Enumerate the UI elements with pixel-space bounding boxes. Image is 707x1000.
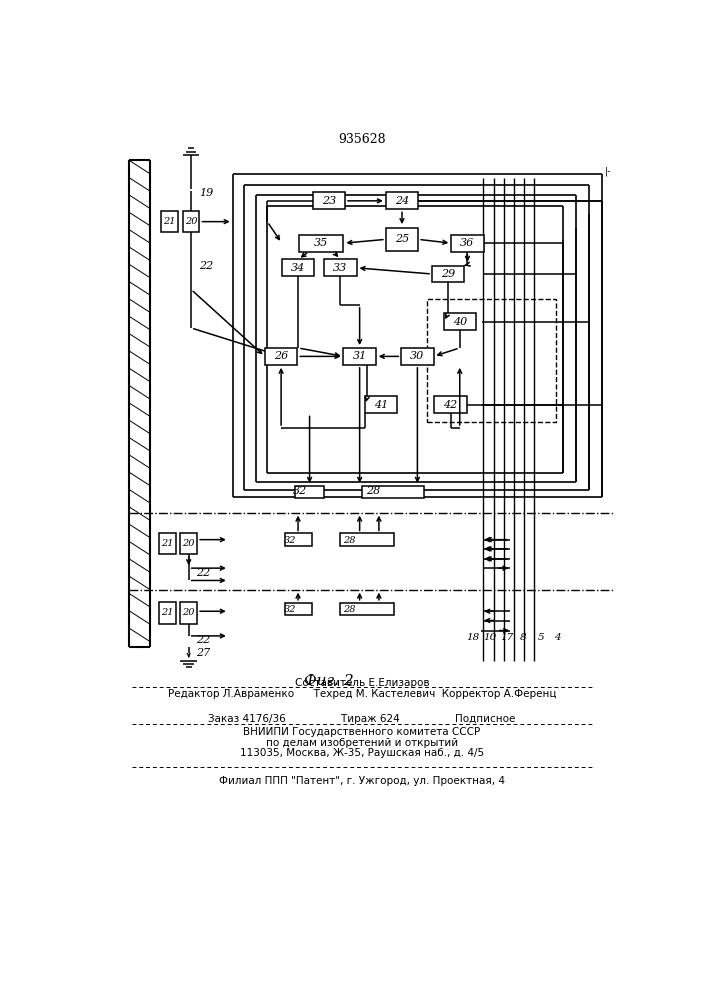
Text: |-: |-	[604, 166, 611, 176]
Bar	[362, 486, 423, 498]
Bar	[432, 266, 464, 282]
Text: 27: 27	[197, 648, 211, 658]
Text: 20: 20	[182, 539, 195, 548]
Text: 23: 23	[322, 196, 336, 206]
Text: 113035, Москва, Ж-35, Раушская наб., д. 4/5: 113035, Москва, Ж-35, Раушская наб., д. …	[240, 748, 484, 758]
Text: 5: 5	[537, 633, 544, 642]
Text: 8: 8	[520, 633, 527, 642]
Bar	[402, 348, 433, 365]
Text: 36: 36	[460, 238, 474, 248]
Bar	[295, 486, 325, 498]
Text: 32: 32	[284, 536, 297, 545]
Text: 41: 41	[374, 400, 388, 410]
Bar	[161, 211, 178, 232]
Bar	[180, 533, 197, 554]
Bar	[299, 235, 344, 252]
Bar	[182, 211, 199, 232]
Text: 20: 20	[185, 217, 197, 226]
Bar	[180, 602, 197, 624]
Bar	[434, 396, 467, 413]
Text: 42: 42	[443, 400, 457, 410]
Text: по делам изобретений и открытий: по делам изобретений и открытий	[266, 738, 458, 748]
Bar	[443, 313, 476, 330]
Bar	[312, 192, 345, 209]
Text: 28: 28	[343, 536, 355, 545]
Text: Составитель Е.Елизаров: Составитель Е.Елизаров	[295, 678, 429, 688]
Text: Заказ 4176/36                 Тираж 624                 Подписное: Заказ 4176/36 Тираж 624 Подписное	[209, 714, 515, 724]
Bar	[365, 396, 397, 413]
Bar	[158, 533, 175, 554]
Text: 28: 28	[366, 486, 380, 496]
Text: Редактор Л.Авраменко      Техред М. Кастелевич  Корректор А.Ференц: Редактор Л.Авраменко Техред М. Кастелеви…	[168, 689, 556, 699]
Text: 18: 18	[466, 633, 479, 642]
Text: 33: 33	[333, 263, 348, 273]
Text: 29: 29	[441, 269, 455, 279]
Bar	[284, 533, 312, 546]
Text: 35: 35	[314, 238, 328, 248]
Text: 30: 30	[410, 351, 424, 361]
Text: 10: 10	[483, 633, 496, 642]
Bar	[344, 348, 376, 365]
Text: 22: 22	[197, 635, 211, 645]
Text: 17: 17	[500, 633, 513, 642]
Text: 22: 22	[197, 568, 211, 578]
Bar	[158, 602, 175, 624]
Text: 4: 4	[554, 633, 561, 642]
Bar	[325, 259, 356, 276]
Bar	[265, 348, 297, 365]
Text: 19: 19	[199, 188, 214, 198]
Bar	[386, 228, 418, 251]
Text: Филиал ППП "Патент", г. Ужгород, ул. Проектная, 4: Филиал ППП "Патент", г. Ужгород, ул. Про…	[219, 776, 505, 786]
Text: 935628: 935628	[338, 133, 386, 146]
Text: 21: 21	[161, 608, 173, 617]
Text: 32: 32	[284, 605, 297, 614]
Text: 34: 34	[291, 263, 305, 273]
Text: Фиг. 2: Фиг. 2	[304, 674, 354, 688]
Bar	[340, 603, 395, 615]
Text: 21: 21	[163, 217, 176, 226]
Bar	[451, 235, 484, 252]
Text: 40: 40	[452, 317, 467, 327]
Text: 28: 28	[343, 605, 355, 614]
Text: 20: 20	[182, 608, 195, 617]
Text: 25: 25	[395, 234, 409, 244]
Bar	[284, 603, 312, 615]
Bar	[428, 299, 556, 422]
Bar	[282, 259, 314, 276]
Text: 24: 24	[395, 196, 409, 206]
Text: 31: 31	[353, 351, 367, 361]
Bar	[386, 192, 418, 209]
Text: ВНИИПИ Государственного комитета СССР: ВНИИПИ Государственного комитета СССР	[243, 727, 481, 737]
Bar	[340, 533, 395, 546]
Text: 32: 32	[293, 486, 307, 496]
Text: 26: 26	[274, 351, 288, 361]
Text: 22: 22	[199, 261, 214, 271]
Text: 21: 21	[161, 539, 173, 548]
